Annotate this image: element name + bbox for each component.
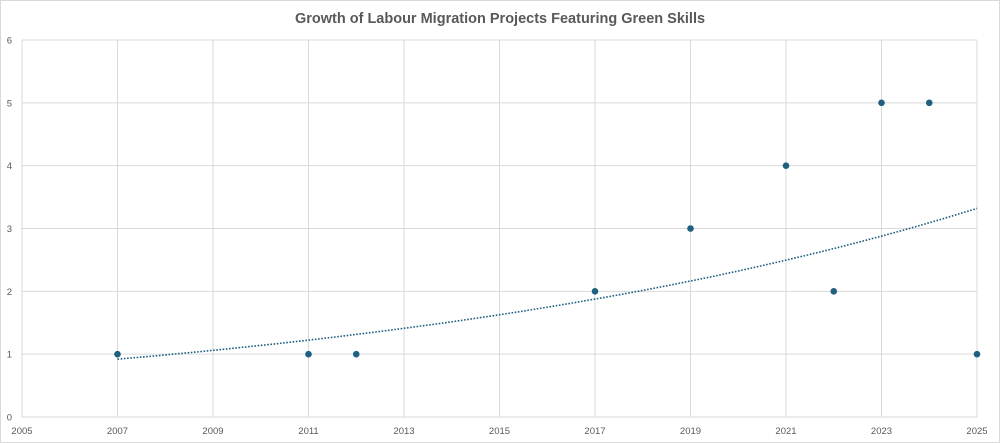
- data-point: [878, 99, 885, 107]
- chart-title: Growth of Labour Migration Projects Feat…: [295, 11, 705, 27]
- y-tick-label: 1: [7, 350, 12, 361]
- data-point: [591, 288, 599, 295]
- y-tick-label: 6: [7, 36, 12, 47]
- x-tick-label: 2007: [107, 426, 128, 437]
- y-tick-label: 4: [7, 161, 12, 172]
- data-point: [352, 350, 360, 358]
- x-tick-label: 2019: [680, 426, 701, 437]
- trendline: [117, 207, 978, 360]
- data-point: [925, 99, 933, 107]
- x-tick-label: 2011: [298, 426, 318, 437]
- x-tick-label: 2015: [489, 426, 510, 437]
- y-tick-label: 2: [7, 287, 12, 298]
- x-tick-label: 2021: [775, 426, 796, 437]
- data-point: [114, 350, 121, 358]
- x-tick-label: 2009: [202, 426, 223, 437]
- x-tick-label: 2005: [11, 426, 32, 437]
- data-point: [687, 225, 694, 232]
- data-point: [782, 162, 790, 169]
- y-tick-label: 5: [7, 98, 12, 109]
- y-tick-label: 0: [7, 413, 12, 424]
- x-tick-label: 2025: [966, 426, 987, 437]
- data-point: [973, 350, 981, 358]
- x-tick-label: 2023: [871, 426, 892, 437]
- x-tick-label: 2017: [584, 426, 605, 437]
- data-point: [830, 288, 838, 295]
- data-point: [305, 350, 312, 358]
- y-tick-label: 3: [7, 224, 12, 235]
- x-tick-label: 2013: [393, 426, 414, 437]
